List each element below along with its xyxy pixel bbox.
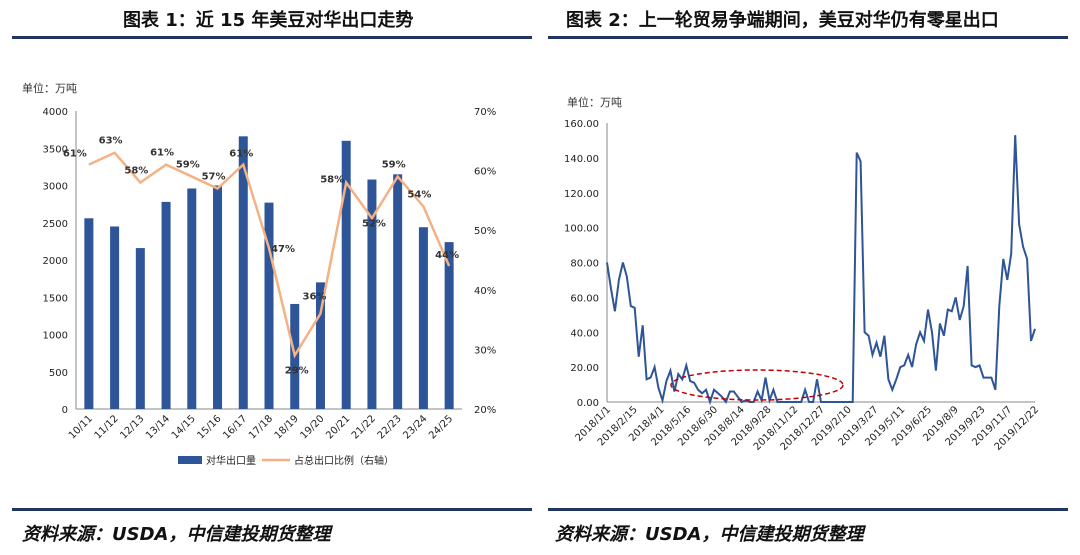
chart1-y-tick-label: 500 — [49, 368, 68, 379]
chart1-y-tick-label: 3500 — [43, 144, 68, 155]
source-note-right: 资料来源：USDA，中信建投期货整理 — [555, 524, 864, 545]
chart1-bar-23/24 — [418, 227, 428, 409]
chart1-title: 图表 1：近 15 年美豆对华出口走势 — [123, 10, 414, 31]
chart1-y-tick-label: 2000 — [43, 256, 68, 267]
chart1-bar-20/21 — [341, 140, 351, 410]
chart2-export-line — [606, 135, 1036, 406]
chart1-y-tick-label: 3000 — [43, 182, 68, 193]
trade-war-exports-chart: 单位：万吨 0.00 20.00 40.00 60.00 80.00 100.00 120.0… — [564, 95, 1041, 453]
source-rule-right — [548, 508, 1068, 511]
chart1-share-label: 58% — [124, 166, 148, 177]
source-rule-left — [12, 508, 532, 511]
chart1-share-label: 61% — [229, 149, 253, 160]
chart1-y2-tick-label: 60% — [474, 167, 496, 178]
chart1-bar-10/11 — [84, 218, 94, 409]
chart1-share-label: 44% — [435, 250, 459, 261]
chart1-share-label: 54% — [407, 189, 431, 200]
chart1-bar-21/22 — [367, 179, 377, 409]
chart1-y-tick-label: 1500 — [43, 293, 68, 304]
chart1-y2-tick-label: 70% — [474, 107, 496, 118]
chart1-bar-19/20 — [315, 282, 325, 409]
chart1-y-tick-label: 0 — [62, 405, 68, 416]
chart1-share-line — [88, 151, 451, 359]
title-rule-right — [548, 36, 1068, 39]
chart1-legend-bar-label: 对华出口量 — [206, 454, 256, 467]
chart1-share-label: 57% — [202, 171, 226, 182]
chart1-share-label: 58% — [320, 175, 344, 186]
chart2-y-tick-label: 120.00 — [564, 189, 599, 200]
chart1-share-label: 61% — [150, 148, 174, 159]
chart1-bar-15/16 — [213, 185, 223, 409]
chart2-y-tick-label: 60.00 — [570, 293, 599, 304]
chart2-y-tick-label: 80.00 — [570, 259, 599, 270]
export-trend-chart: 单位：万吨 0 500 1000 1500 2000 2500 3000 3500 4000 20%… — [22, 81, 496, 467]
chart2-y-tick-label: 160.00 — [564, 119, 599, 130]
chart2-y-tick-label: 20.00 — [570, 363, 599, 374]
chart1-share-label: 61% — [63, 149, 87, 160]
chart1-y-tick-label: 2500 — [43, 219, 68, 230]
chart1-bar-17/18 — [264, 202, 274, 409]
chart1-legend-line-label: 占总出口比例（右轴） — [294, 454, 394, 467]
chart1-bar-13/14 — [161, 201, 171, 409]
chart1-y2-tick-label: 30% — [474, 345, 496, 356]
chart1-y2-tick-label: 20% — [474, 405, 496, 416]
chart1-y-tick-label: 1000 — [43, 331, 68, 342]
chart1-bar-12/13 — [135, 248, 145, 409]
chart1-y2-tick-label: 50% — [474, 226, 496, 237]
chart1-share-label: 59% — [176, 160, 200, 171]
chart1-share-label: 52% — [362, 218, 386, 229]
chart1-y-tick-label: 4000 — [43, 107, 68, 118]
chart1-bar-16/17 — [238, 136, 248, 409]
chart1-share-label: 47% — [271, 244, 295, 255]
chart1-bar-14/15 — [187, 188, 197, 409]
chart1-bar-24/25 — [444, 242, 454, 409]
chart1-bar-11/12 — [110, 226, 120, 409]
chart1-share-label: 63% — [99, 136, 123, 147]
chart1-unit-label: 单位：万吨 — [22, 81, 77, 95]
source-note-left: 资料来源：USDA，中信建投期货整理 — [22, 524, 331, 545]
chart1-share-label: 29% — [285, 365, 309, 376]
chart1-share-label: 59% — [382, 160, 406, 171]
chart2-dashed-ellipse — [670, 369, 844, 401]
chart2-unit-label: 单位：万吨 — [567, 95, 622, 109]
chart1-legend-bar-swatch — [178, 456, 202, 464]
chart1-y2-tick-label: 40% — [474, 286, 496, 297]
chart2-y-tick-label: 40.00 — [570, 328, 599, 339]
chart2-y-tick-label: 0.00 — [577, 398, 599, 409]
chart2-y-tick-label: 140.00 — [564, 154, 599, 165]
chart1-bar-22/23 — [393, 174, 403, 409]
chart1-share-label: 36% — [302, 292, 326, 303]
chart2-title: 图表 2：上一轮贸易争端期间，美豆对华仍有零星出口 — [566, 10, 999, 31]
title-rule-left — [12, 36, 532, 39]
chart2-y-tick-label: 100.00 — [564, 224, 599, 235]
